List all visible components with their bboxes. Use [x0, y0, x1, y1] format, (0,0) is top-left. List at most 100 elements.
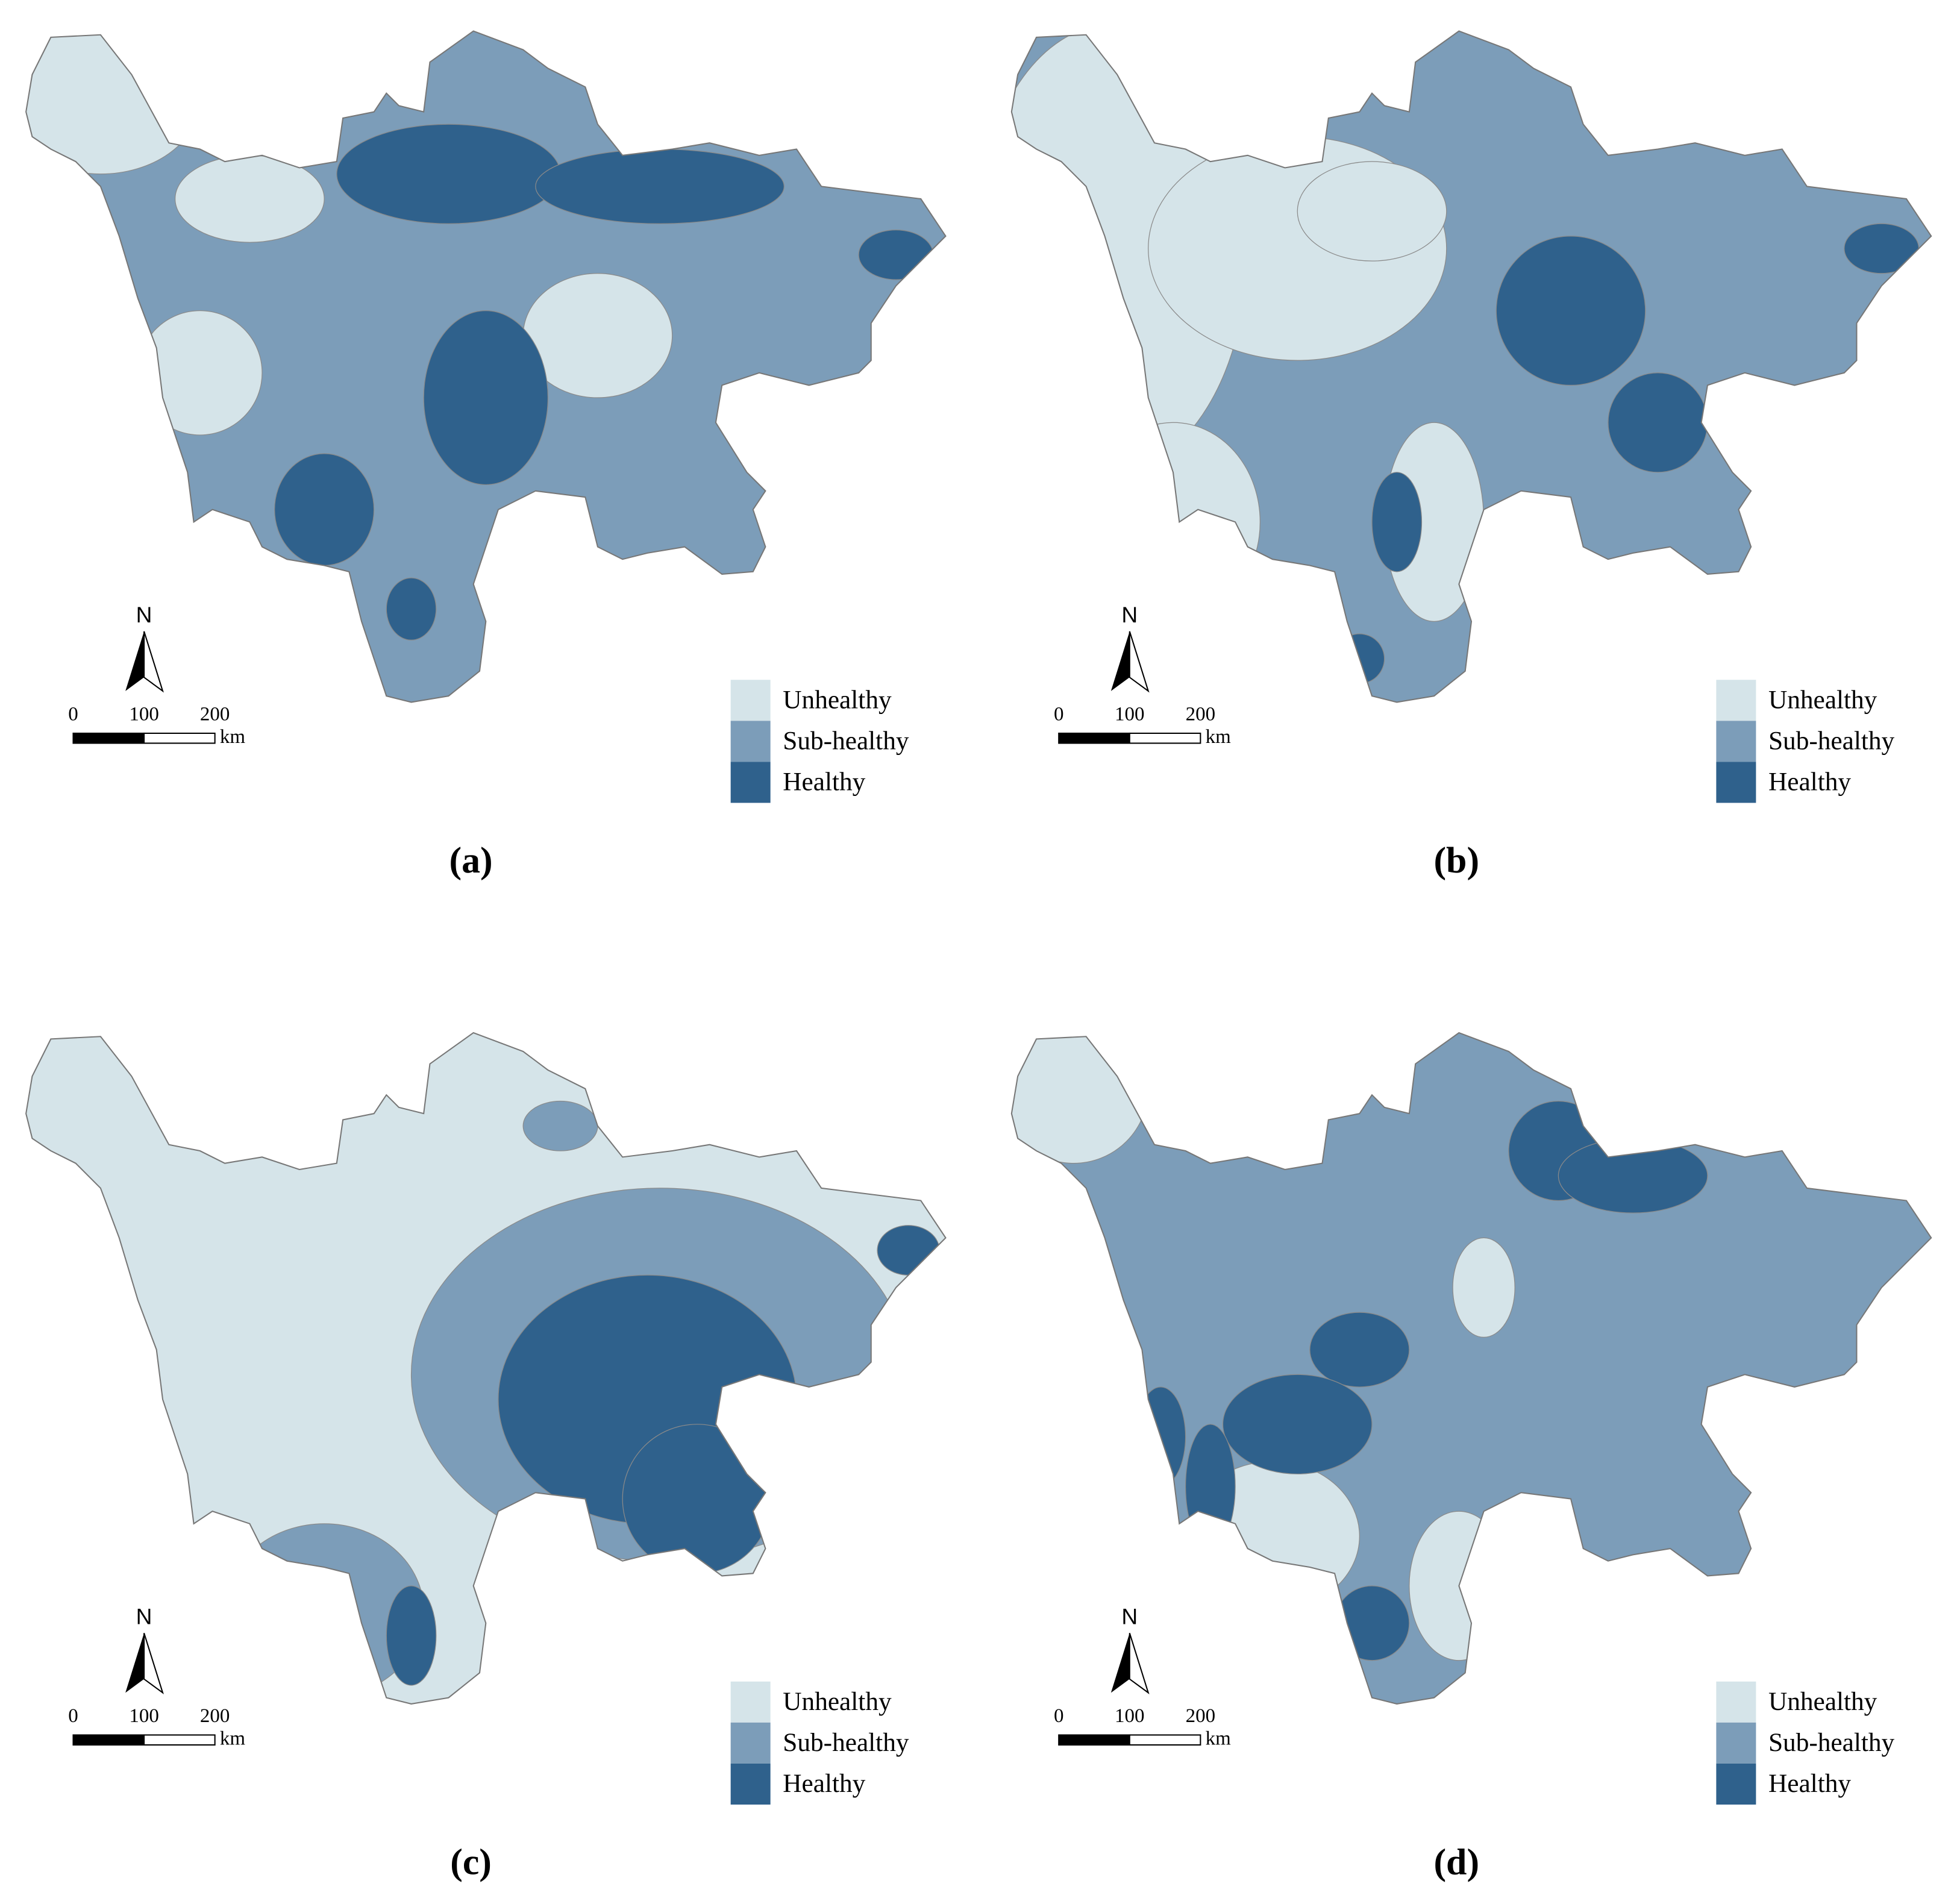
legend-swatch [1716, 721, 1756, 762]
map [26, 31, 946, 703]
region [1371, 472, 1423, 572]
region [1185, 1424, 1236, 1549]
scale-tick-label: 0 [68, 704, 78, 725]
legend-swatch [1716, 1681, 1756, 1723]
region [26, 31, 201, 175]
north-label: N [136, 1603, 152, 1629]
province-outline [1010, 30, 1932, 703]
region [274, 453, 375, 566]
region [336, 124, 561, 224]
north-arrow [143, 1633, 164, 1695]
province-outline [25, 1032, 947, 1705]
region [423, 310, 549, 486]
legend-swatch [730, 721, 771, 762]
region [877, 1225, 940, 1276]
scale-bar [1058, 732, 1130, 744]
legend-swatch [1716, 1722, 1756, 1764]
scale-tick-label: 100 [129, 1705, 159, 1727]
legend-swatch [730, 680, 771, 721]
region-base [1011, 1033, 1932, 1704]
scale-bar [1129, 1734, 1201, 1746]
legend-label: Unhealthy [783, 1687, 892, 1716]
legend-swatch [730, 1681, 771, 1723]
legend-label: Sub-healthy [1768, 726, 1895, 755]
scale-unit: km [220, 1727, 246, 1749]
province-outline [25, 30, 947, 703]
scale-tick-label: 200 [1186, 1705, 1216, 1727]
region [137, 310, 263, 436]
map [1011, 1033, 1932, 1704]
panel-label: (b) [1433, 840, 1479, 881]
scale-bar [72, 732, 145, 744]
scale-bar [143, 732, 216, 744]
region [1608, 372, 1708, 473]
legend-label: Unhealthy [1768, 685, 1877, 714]
scale-bar [1129, 732, 1201, 744]
region [522, 1100, 598, 1151]
north-label: N [136, 602, 152, 627]
legend-swatch [1716, 762, 1756, 803]
legend-swatch [1716, 1763, 1756, 1805]
scale-tick-label: 100 [129, 704, 159, 725]
north-arrow [1110, 631, 1130, 691]
region [858, 229, 934, 280]
panel-label: (d) [1433, 1841, 1479, 1882]
region [622, 1424, 772, 1574]
north-arrow [143, 631, 164, 693]
legend-label: Sub-healthy [1768, 1728, 1895, 1757]
legend-label: Sub-healthy [783, 726, 909, 755]
legend-label: Healthy [783, 1769, 865, 1798]
legend-label: Unhealthy [1768, 1687, 1877, 1716]
scale-unit: km [1206, 1727, 1232, 1749]
scale-unit: km [220, 726, 246, 748]
map [26, 1033, 946, 1704]
legend-label: Healthy [783, 767, 865, 796]
scale-tick-label: 200 [1186, 704, 1216, 725]
region [1297, 161, 1447, 261]
region [175, 155, 325, 243]
scale-tick-label: 0 [1054, 704, 1064, 725]
scale-tick-label: 0 [1054, 1705, 1064, 1727]
region [386, 577, 437, 640]
legend-swatch [1716, 680, 1756, 721]
legend-swatch [730, 762, 771, 803]
region [1222, 1374, 1373, 1474]
region [1558, 1138, 1708, 1213]
region [1309, 1312, 1410, 1388]
scale-tick-label: 0 [68, 1705, 78, 1727]
legend-label: Sub-healthy [783, 1728, 909, 1757]
panel-label: (c) [450, 1841, 492, 1882]
scale-bar [1058, 1734, 1130, 1746]
legend-swatch [730, 1763, 771, 1805]
north-label: N [1121, 602, 1138, 627]
scale-bar [72, 1734, 145, 1746]
north-arrow [1110, 1633, 1130, 1693]
map [1011, 31, 1932, 703]
north-arrow [1129, 631, 1150, 693]
legend-label: Unhealthy [783, 685, 892, 714]
panel-label: (a) [449, 840, 492, 881]
region [1452, 1237, 1515, 1338]
scale-tick-label: 100 [1115, 704, 1144, 725]
scale-tick-label: 100 [1115, 1705, 1144, 1727]
legend-swatch [730, 1722, 771, 1764]
north-label: N [1121, 1603, 1138, 1629]
north-arrow [125, 1633, 145, 1693]
region [386, 1585, 437, 1686]
region [1844, 223, 1920, 274]
province-outline [1010, 1032, 1932, 1705]
north-arrow [125, 631, 145, 691]
scale-tick-label: 200 [200, 704, 230, 725]
scale-unit: km [1206, 726, 1232, 748]
scale-tick-label: 200 [200, 1705, 230, 1727]
scale-bar [143, 1734, 216, 1746]
legend-label: Healthy [1768, 767, 1851, 796]
region [535, 148, 784, 224]
region [1495, 236, 1646, 386]
legend-label: Healthy [1768, 1769, 1851, 1798]
